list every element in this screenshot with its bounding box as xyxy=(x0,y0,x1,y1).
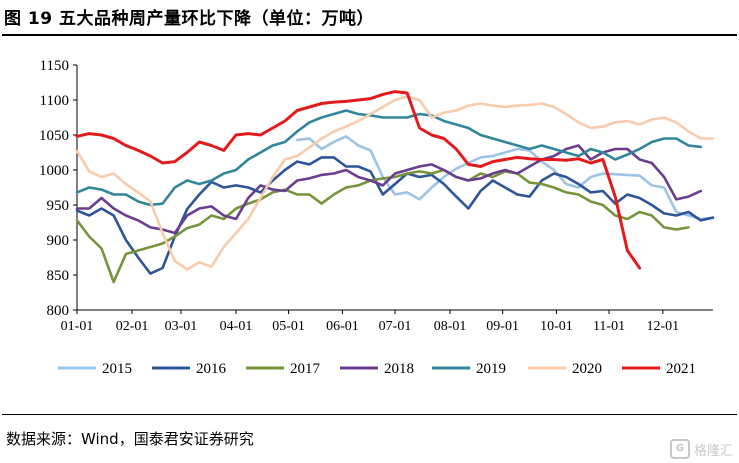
x-tick-label: 08-01 xyxy=(434,319,467,334)
x-tick-label: 02-01 xyxy=(116,319,149,334)
x-tick-label: 03-01 xyxy=(165,319,198,334)
y-tick-label: 800 xyxy=(47,303,70,319)
watermark-logo-icon: G xyxy=(669,439,690,459)
y-tick-label: 1100 xyxy=(40,93,69,109)
x-tick-label: 05-01 xyxy=(272,319,305,334)
legend-label-2018: 2018 xyxy=(384,361,414,377)
legend-label-2020: 2020 xyxy=(572,361,602,377)
series-line-2019 xyxy=(75,109,703,207)
series-line-2017 xyxy=(75,168,690,284)
y-tick-label: 1000 xyxy=(39,163,69,179)
x-tick-label: 10-01 xyxy=(540,319,573,334)
legend-label-2016: 2016 xyxy=(196,361,227,377)
series-line-2018 xyxy=(75,144,703,235)
x-tick-label: 12-01 xyxy=(647,319,680,334)
data-source-note: 数据来源：Wind，国泰君安证券研究 xyxy=(6,430,254,448)
x-tick-label: 09-01 xyxy=(486,319,519,334)
x-tick-label: 11-01 xyxy=(593,319,625,334)
figure-title: 图 19 五大品种周产量环比下降（单位：万吨） xyxy=(4,9,374,29)
series-line-2021 xyxy=(75,90,642,270)
footer-divider xyxy=(2,414,737,415)
y-tick-label: 1150 xyxy=(40,58,69,74)
x-tick-label: 07-01 xyxy=(379,319,412,334)
series-line-2016 xyxy=(75,156,715,275)
y-tick-label: 900 xyxy=(47,233,70,249)
y-tick-label: 850 xyxy=(47,268,70,284)
series-line-2020 xyxy=(75,95,715,271)
y-tick-label: 1050 xyxy=(39,128,69,144)
watermark-text: 格隆汇 xyxy=(693,443,733,459)
legend-label-2015: 2015 xyxy=(102,361,132,377)
watermark: G 格隆汇 xyxy=(669,439,733,459)
title-underline xyxy=(2,34,737,36)
x-tick-label: 06-01 xyxy=(326,319,359,334)
x-tick-label: 01-01 xyxy=(61,319,94,334)
legend-label-2019: 2019 xyxy=(476,361,506,377)
legend-label-2021: 2021 xyxy=(666,361,696,377)
line-chart: 800 850 900 950 1000 1050 1100 1150 01-01 02-01 03… xyxy=(39,58,715,377)
legend-label-2017: 2017 xyxy=(290,361,321,377)
y-tick-label: 950 xyxy=(47,198,70,214)
series-line-2015 xyxy=(295,135,715,221)
x-tick-label: 04-01 xyxy=(220,319,253,334)
